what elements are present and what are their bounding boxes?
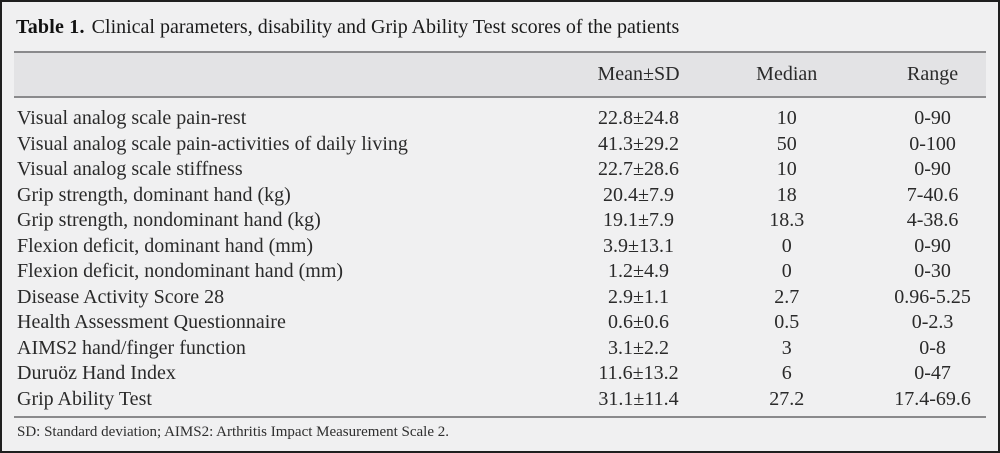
row-mean-sd: 19.1±7.9 [603,209,674,231]
table-row: Flexion deficit, dominant hand (mm) 3.9±… [14,234,986,260]
row-range: 0-90 [914,234,951,257]
row-label: Grip strength, dominant hand (kg) [17,183,291,206]
row-mean-sd: 41.3±29.2 [598,132,679,155]
row-range: 0-2.3 [911,311,954,333]
row-median: 18.3 [769,209,805,231]
header-row: Mean±SD Median Range [14,51,986,98]
row-median: 6 [781,362,792,384]
row-label: Flexion deficit, nondominant hand (mm) [17,260,344,282]
table-body: Visual analog scale pain-rest 22.8±24.8 … [14,97,986,412]
row-label: Grip Ability Test [17,387,152,410]
row-median: 0 [781,260,792,282]
row-median: 10 [776,107,797,129]
row-label: Visual analog scale pain-rest [17,107,247,129]
table-row: Health Assessment Questionnaire 0.6±0.6 … [14,310,986,336]
table-title: Table 1. Clinical parameters, disability … [16,15,984,40]
row-mean-sd: 0.6±0.6 [608,311,669,333]
row-label: Flexion deficit, dominant hand (mm) [17,234,314,257]
row-label: Duruöz Hand Index [17,362,176,384]
row-label: AIMS2 hand/finger function [17,336,246,359]
row-range: 0-47 [914,362,951,384]
row-mean-sd: 3.9±13.1 [603,234,674,257]
row-mean-sd: 3.1±2.2 [608,336,669,359]
row-median: 18 [776,183,797,206]
column-header-empty [14,51,583,98]
table-row: Grip strength, nondominant hand (kg) 19.… [14,208,986,234]
row-range: 0-100 [909,132,956,155]
column-header-mean-sd: Mean±SD [582,51,695,98]
table-row: Disease Activity Score 28 2.9±1.1 2.7 0.… [14,285,986,311]
table-caption: Clinical parameters, disability and Grip… [91,16,680,38]
table-row: Grip strength, dominant hand (kg) 20.4±7… [14,183,986,209]
clinical-parameters-table: Mean±SD Median Range Visual analog scale… [14,51,986,412]
row-median: 3 [781,336,792,359]
row-label: Visual analog scale pain-activities of d… [17,132,408,155]
row-label: Visual analog scale stiffness [17,158,243,180]
row-label: Grip strength, nondominant hand (kg) [17,209,321,231]
row-median: 0.5 [774,311,800,333]
row-range: 0-8 [919,336,946,359]
row-mean-sd: 22.8±24.8 [598,107,679,129]
row-range: 0-90 [914,158,951,180]
row-range: 7-40.6 [906,183,959,206]
table-row: AIMS2 hand/finger function 3.1±2.2 3 0-8 [14,336,986,362]
table-row: Duruöz Hand Index 11.6±13.2 6 0-47 [14,361,986,387]
table-header: Mean±SD Median Range [14,51,986,98]
row-range: 4-38.6 [906,209,959,231]
table-row: Visual analog scale pain-activities of d… [14,132,986,158]
row-mean-sd: 22.7±28.6 [598,158,679,180]
row-range: 17.4-69.6 [894,387,971,410]
table-row: Grip Ability Test 31.1±11.4 27.2 17.4-69… [14,387,986,413]
column-header-range: Range [879,51,986,98]
row-range: 0-30 [914,260,951,282]
table-row: Visual analog scale stiffness 22.7±28.6 … [14,157,986,183]
row-range: 0.96-5.25 [894,285,971,308]
row-mean-sd: 20.4±7.9 [603,183,674,206]
table-footnote: SD: Standard deviation; AIMS2: Arthritis… [17,424,450,440]
table-row: Visual analog scale pain-rest 22.8±24.8 … [14,97,986,132]
row-label: Disease Activity Score 28 [17,285,225,308]
row-median: 0 [781,234,792,257]
row-median: 2.7 [774,285,800,308]
row-median: 27.2 [769,387,805,410]
row-mean-sd: 31.1±11.4 [598,387,679,410]
footnote-section: SD: Standard deviation; AIMS2: Arthritis… [14,416,986,451]
row-median: 10 [776,158,797,180]
row-mean-sd: 11.6±13.2 [598,362,679,384]
column-header-median: Median [694,51,880,98]
row-mean-sd: 1.2±4.9 [608,260,669,282]
row-range: 0-90 [914,107,951,129]
row-mean-sd: 2.9±1.1 [608,285,669,308]
table-row: Flexion deficit, nondominant hand (mm) 1… [14,259,986,285]
row-label: Health Assessment Questionnaire [17,311,286,333]
table-number: Table 1. [16,16,85,38]
row-median: 50 [776,132,797,155]
